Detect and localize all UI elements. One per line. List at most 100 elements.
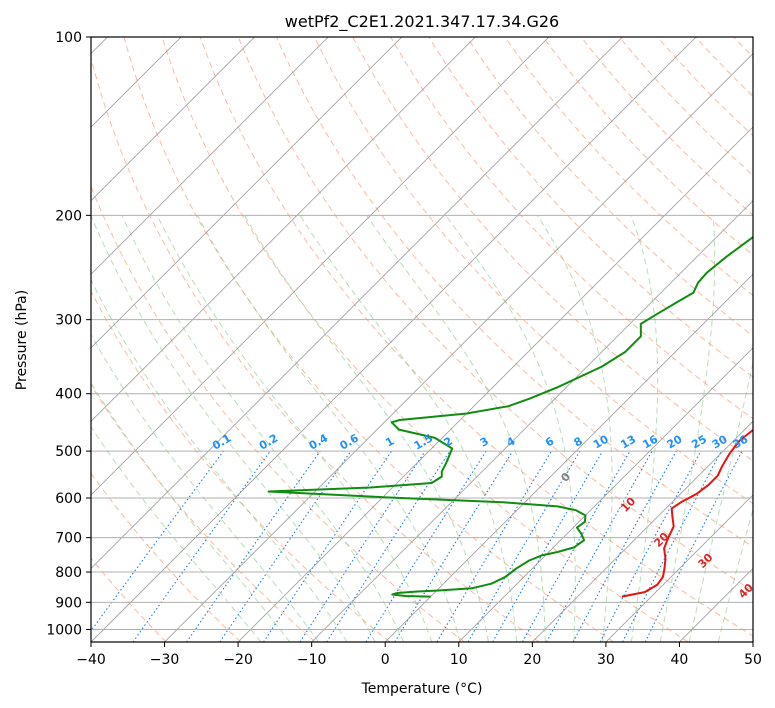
y-axis-label: Pressure (hPa) [14,290,30,390]
dewpoint-line [267,235,753,598]
isotherm-line [91,37,697,642]
moist-adiabat-line [91,278,348,642]
moist-adiabat-line [91,425,262,642]
isotherm-line [458,347,753,642]
dry-adiabat-line [161,37,689,642]
moist-adiabat-line [659,215,716,642]
dry-adiabat-line [504,37,753,297]
x-axis: −40 −30 −20 −10 0 10 20 30 40 50 [76,642,762,668]
y-tick-label: 600 [55,491,82,507]
dry-adiabat-line [91,472,242,642]
isotherm-line [384,273,753,642]
mixing-ratio-label: 0.1 [210,432,233,453]
x-tick-label: −10 [297,652,327,668]
mixing-ratio-label: 2 [442,435,455,450]
mixing-ratio-label: 13 [618,433,638,452]
mixing-ratio-line [186,450,321,642]
mixing-ratio-line [91,450,224,632]
mixing-ratio-line [436,450,552,642]
dry-adiabat-line [733,37,753,58]
isotherm-line [91,37,329,275]
dry-adiabat-line [695,37,753,98]
mixing-ratio-label: 10 [591,432,611,451]
series-lines [267,235,753,598]
isotherm-line [237,126,753,642]
dry-adiabat-line [542,37,753,256]
background-lines [91,37,753,642]
y-tick-label: 300 [55,313,82,329]
dry-adiabat-line [91,384,316,642]
moist-adiabat-line [717,507,753,642]
mixing-ratio-label: 1 [383,435,396,450]
mixing-ratio-line [522,450,631,642]
y-tick-label: 100 [55,30,82,46]
moist-adiabat-line [630,215,659,642]
y-tick-label: 400 [55,387,82,403]
moist-adiabat-label: 30 [696,551,716,571]
x-tick-label: 30 [597,652,615,668]
isotherm-line [605,494,753,642]
temperature-line [621,428,753,598]
dry-adiabat-line [352,37,753,462]
isotherm-line [91,37,403,349]
mixing-ratio-line [599,450,702,642]
isotherm-line [679,567,753,642]
moist-adiabat-line [91,333,319,642]
mixing-ratio-line [622,450,722,642]
plot-frame [90,36,754,643]
moist-adiabat-label: 20 [651,530,671,550]
isotherm-line [752,641,753,642]
isotherm-line [164,52,753,642]
mixing-ratio-label: 0.4 [307,431,331,452]
y-axis: 100 200 300 400 500 600 700 800 900 1000 [46,30,91,638]
moist-adiabat-line [243,215,489,642]
dry-adiabat-line [428,37,753,378]
moist-adiabat-line [91,215,376,642]
mixing-ratio-label: 8 [572,435,585,450]
mixing-ratio-line [299,450,426,642]
moist-adiabat-line [365,215,546,642]
y-tick-label: 500 [55,444,82,460]
dry-adiabat-line [657,37,753,137]
mixing-ratio-label: 3 [478,435,491,450]
mixing-ratio-line [219,450,352,642]
y-tick-label: 200 [55,208,82,224]
mixing-ratio-label: 30 [710,432,730,451]
mixing-ratio-label: 20 [665,432,685,451]
mixing-ratio-label: 1.5 [412,432,435,453]
dry-adiabat-line [275,37,753,548]
dry-adiabat-line [314,37,753,505]
x-axis-label: Temperature (°C) [361,681,483,697]
mixing-ratio-line [326,450,451,642]
dry-adiabat-line [466,37,753,337]
dry-adiabat-line [91,290,391,642]
x-tick-label: −20 [223,652,253,668]
y-tick-label: 1000 [46,622,82,638]
x-tick-label: −30 [150,652,180,668]
y-tick-label: 800 [55,565,82,581]
mixing-ratio-line [263,450,392,642]
chart-title: wetPf2_C2E1.2021.347.17.34.G26 [285,12,559,32]
mixing-ratio-line [546,450,653,642]
mixing-ratio-label: 16 [640,432,660,451]
y-tick-label: 700 [55,531,82,547]
x-tick-label: 0 [381,652,390,668]
x-tick-label: 50 [744,652,762,668]
dry-adiabat-line [91,185,465,642]
moist-adiabat-line [156,215,433,642]
dry-adiabat-line [91,55,540,642]
isotherm-line [91,37,255,202]
mixing-ratio-line [132,450,271,642]
x-tick-label: −40 [76,652,106,668]
mixing-ratio-line [644,450,743,642]
isotherm-line [532,420,753,642]
dry-adiabat-line [390,37,753,420]
moist-adiabat-line [445,215,576,642]
x-tick-label: 20 [523,652,541,668]
mixing-ratio-label: 6 [543,434,556,449]
isotherm-line [311,200,753,642]
mixing-ratio-label: 25 [689,433,709,452]
mixing-ratio-line [572,450,677,642]
isotherm-line [91,37,550,496]
